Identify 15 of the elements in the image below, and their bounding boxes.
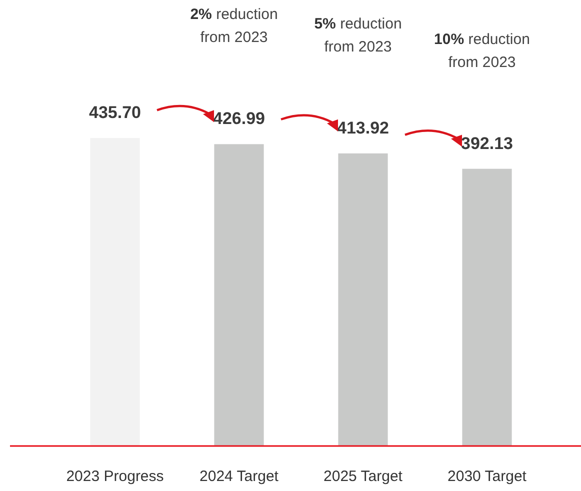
data-label: 413.92 xyxy=(337,118,389,138)
x-tick-label: 2023 Progress xyxy=(66,468,164,485)
data-label: 435.70 xyxy=(89,103,141,122)
x-tick-label: 2025 Target xyxy=(324,468,404,485)
bar xyxy=(462,168,512,446)
x-tick-label: 2024 Target xyxy=(200,468,280,485)
bar xyxy=(214,144,264,446)
bar xyxy=(90,138,140,446)
text: 2% reduction from 2023 xyxy=(190,6,278,46)
text: 10% reduction from 2023 xyxy=(434,30,530,71)
data-label: 426.99 xyxy=(213,109,265,128)
x-tick-label: 2030 Target xyxy=(448,468,528,485)
bar xyxy=(338,153,388,446)
text: 5% reduction from 2023 xyxy=(314,15,402,56)
data-label: 392.13 xyxy=(461,134,513,153)
